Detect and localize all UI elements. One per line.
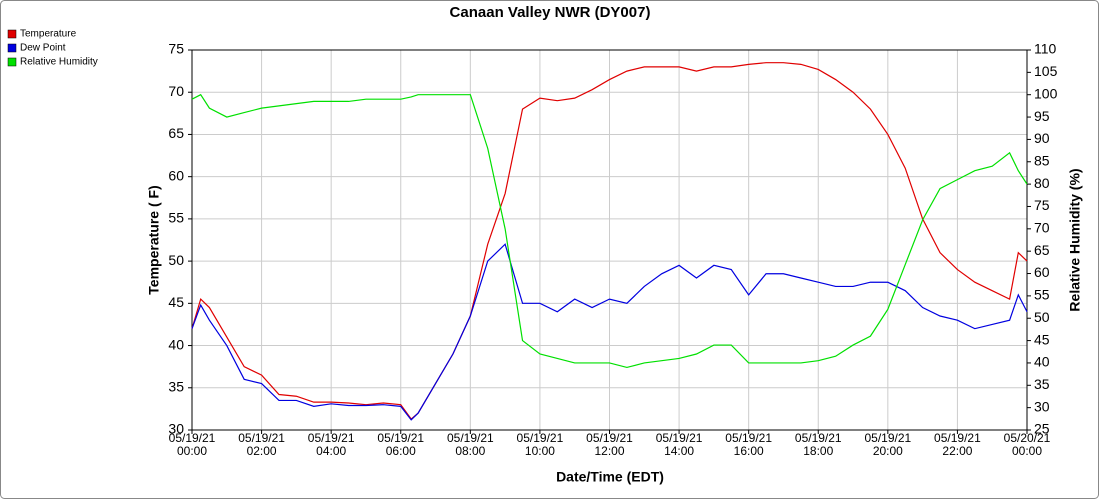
- legend-swatch: [7, 43, 17, 53]
- y2-tick-label: 75: [1034, 197, 1050, 213]
- x-tick-label: 05/19/21 16:00: [725, 431, 773, 458]
- x-tick-label: 05/19/21 22:00: [934, 431, 981, 458]
- x-tick-label: 05/19/21 18:00: [794, 431, 842, 458]
- y2-tick-label: 70: [1034, 220, 1050, 236]
- x-tick-label: 05/19/21 06:00: [377, 431, 425, 458]
- y2-tick-label: 25: [1034, 421, 1050, 437]
- y-tick-label: 50: [168, 252, 184, 268]
- x-tick-label: 05/19/21 08:00: [446, 431, 494, 458]
- y2-tick-label: 35: [1034, 376, 1050, 392]
- x-tick-label: 05/19/21 02:00: [238, 431, 285, 458]
- series-line: [191, 93, 1028, 369]
- y2-tick-label: 60: [1034, 264, 1050, 280]
- x-tick-label: 05/19/21 10:00: [516, 431, 564, 458]
- y-tick-label: 30: [168, 421, 184, 437]
- y-tick-label: 60: [168, 167, 184, 183]
- y-tick-label: 70: [168, 83, 184, 99]
- y-axis-label: Temperature ( F): [146, 185, 162, 294]
- legend-swatch: [7, 29, 17, 39]
- y2-tick-label: 40: [1034, 354, 1050, 370]
- y-tick-label: 55: [168, 210, 184, 226]
- y2-axis-label: Relative Humidity (%): [1067, 168, 1083, 311]
- y2-tick-label: 50: [1034, 309, 1050, 325]
- y-tick-label: 35: [168, 378, 184, 394]
- legend-label: Temperature: [20, 29, 77, 40]
- y2-tick-label: 45: [1034, 331, 1050, 347]
- y2-tick-label: 100: [1034, 85, 1058, 101]
- x-tick-label: 05/19/21 14:00: [655, 431, 703, 458]
- y2-tick-label: 55: [1034, 287, 1050, 303]
- legend-label: Relative Humidity: [20, 57, 98, 68]
- y-tick-label: 40: [168, 336, 184, 352]
- chart-title: Canaan Valley NWR (DY007): [450, 4, 651, 21]
- x-tick-label: 05/19/21 00:00: [168, 431, 216, 458]
- y-tick-label: 45: [168, 294, 184, 310]
- x-tick-label: 05/19/21 20:00: [864, 431, 912, 458]
- y2-tick-label: 105: [1034, 63, 1058, 79]
- x-tick-label: 05/19/21 04:00: [307, 431, 355, 458]
- y-tick-label: 65: [168, 125, 184, 141]
- legend-label: Dew Point: [20, 43, 66, 54]
- y2-tick-label: 90: [1034, 130, 1050, 146]
- y2-tick-label: 110: [1034, 41, 1057, 57]
- x-tick-label: 05/20/21 00:00: [1003, 431, 1051, 458]
- series-line: [191, 62, 1028, 420]
- y2-tick-label: 30: [1034, 398, 1050, 414]
- x-tick-label: 05/19/21 12:00: [586, 431, 633, 458]
- x-axis-label: Date/Time (EDT): [556, 469, 664, 485]
- y2-tick-label: 85: [1034, 152, 1050, 168]
- plot-border: [191, 49, 1028, 431]
- y2-tick-label: 65: [1034, 242, 1050, 258]
- legend-swatch: [7, 57, 17, 67]
- y2-tick-label: 80: [1034, 175, 1050, 191]
- y2-tick-label: 95: [1034, 108, 1050, 124]
- y-tick-label: 75: [168, 41, 184, 57]
